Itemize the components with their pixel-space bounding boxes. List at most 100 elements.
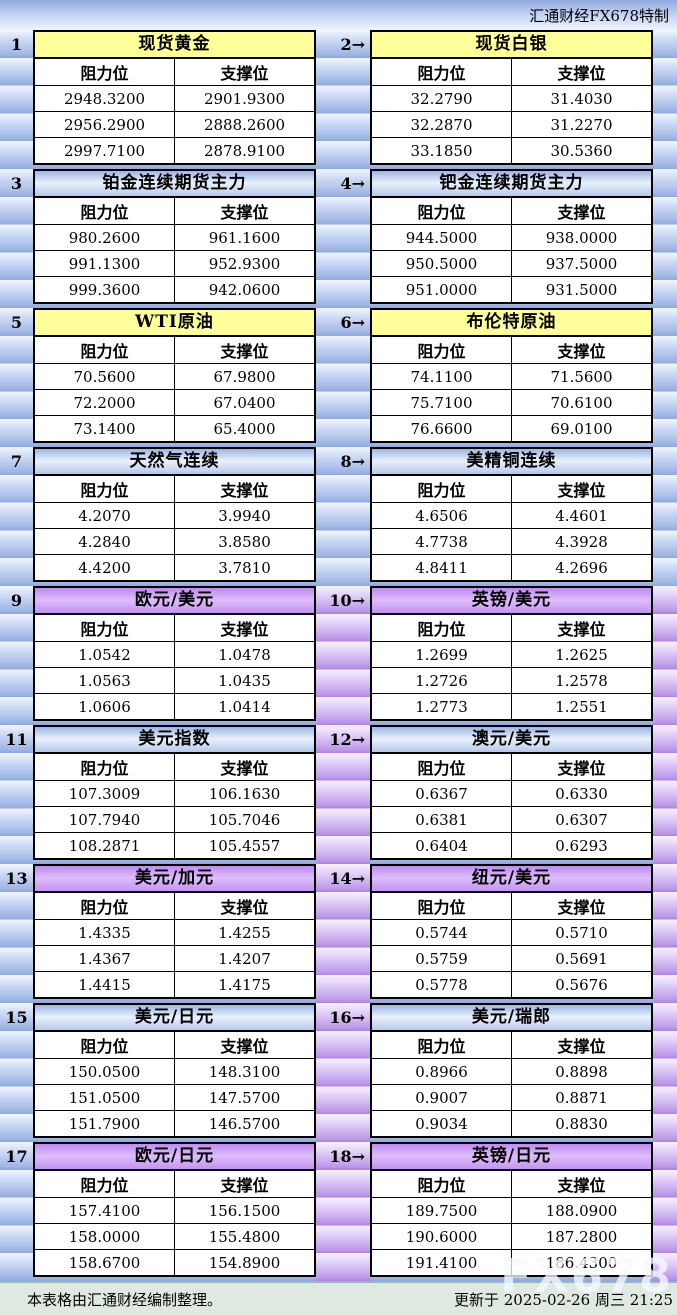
resistance-value: 189.7500 [372, 1197, 511, 1223]
table-row: 151.0500 147.5700 [35, 1084, 314, 1110]
table-title: 钯金连续期货主力 [372, 171, 651, 198]
resistance-value: 157.4100 [35, 1197, 174, 1223]
resistance-value: 191.4100 [372, 1249, 511, 1275]
column-header-row: 阻力位 支撑位 [372, 1032, 651, 1058]
support-value: 931.5000 [511, 276, 651, 302]
table-row: 4.4200 3.7810 [35, 554, 314, 580]
table-row: 157.4100 156.1500 [35, 1197, 314, 1223]
resistance-column-header: 阻力位 [80, 203, 129, 222]
table-row: 189.7500 188.0900 [372, 1197, 651, 1223]
support-value: 106.1630 [174, 780, 314, 806]
resistance-column-header: 阻力位 [417, 481, 466, 500]
resistance-value: 32.2790 [372, 85, 511, 111]
table-row: 1.4367 1.4207 [35, 945, 314, 971]
support-value: 0.5676 [511, 971, 651, 997]
table-row: 72.2000 67.0400 [35, 389, 314, 415]
support-value: 67.0400 [174, 389, 314, 415]
resistance-value: 0.6404 [372, 832, 511, 858]
table-row: 944.5000 938.0000 [372, 224, 651, 250]
support-value: 69.0100 [511, 415, 651, 441]
support-column-header: 支撑位 [511, 893, 651, 919]
resistance-value: 0.5778 [372, 971, 511, 997]
column-header-row: 阻力位 支撑位 [372, 198, 651, 224]
table-row: 73.1400 65.4000 [35, 415, 314, 441]
table-title: 美元/加元 [35, 866, 314, 893]
price-table: 铂金连续期货主力 阻力位 支撑位 980.2600 961.1600 991.1300 95… [33, 169, 316, 304]
resistance-column-header: 阻力位 [80, 898, 129, 917]
price-table: 英镑/美元 阻力位 支撑位 1.2699 1.2625 1.2726 1.2578 1.277… [370, 586, 653, 721]
table-index-label: 14→ [316, 864, 370, 1003]
support-column-header: 支撑位 [174, 59, 314, 85]
support-value: 187.2800 [511, 1223, 651, 1249]
support-value: 148.3100 [174, 1058, 314, 1084]
price-table: 美元指数 阻力位 支撑位 107.3009 106.1630 107.7940 105.70… [33, 725, 316, 860]
support-column-header: 支撑位 [174, 754, 314, 780]
support-value: 154.8900 [174, 1249, 314, 1275]
table-title: 欧元/美元 [35, 588, 314, 615]
table-row: 74.1100 71.5600 [372, 363, 651, 389]
right-margin [653, 308, 677, 447]
table-pair-row: 1 现货黄金 阻力位 支撑位 2948.3200 2901.9300 2956.2900 28… [0, 30, 677, 169]
support-value: 4.3928 [511, 528, 651, 554]
resistance-value: 1.4367 [35, 945, 174, 971]
column-header-row: 阻力位 支撑位 [372, 893, 651, 919]
table-row: 158.6700 154.8900 [35, 1249, 314, 1275]
table-row: 0.6367 0.6330 [372, 780, 651, 806]
price-table: 美元/日元 阻力位 支撑位 150.0500 148.3100 151.0500 147.5… [33, 1003, 316, 1138]
support-value: 4.2696 [511, 554, 651, 580]
table-pair-row: 5 WTI原油 阻力位 支撑位 70.5600 67.9800 72.2000 67.0400… [0, 308, 677, 447]
resistance-value: 32.2870 [372, 111, 511, 137]
price-table: 美元/加元 阻力位 支撑位 1.4335 1.4255 1.4367 1.4207 1.441… [33, 864, 316, 999]
price-table: 纽元/美元 阻力位 支撑位 0.5744 0.5710 0.5759 0.5691 0.577… [370, 864, 653, 999]
resistance-value: 108.2871 [35, 832, 174, 858]
resistance-value: 151.7900 [35, 1110, 174, 1136]
table-row: 0.6404 0.6293 [372, 832, 651, 858]
table-row: 0.5778 0.5676 [372, 971, 651, 997]
table-row: 2956.2900 2888.2600 [35, 111, 314, 137]
support-value: 3.8580 [174, 528, 314, 554]
resistance-value: 0.5759 [372, 945, 511, 971]
resistance-value: 944.5000 [372, 224, 511, 250]
table-row: 951.0000 931.5000 [372, 276, 651, 302]
table-row: 0.6381 0.6307 [372, 806, 651, 832]
table-index-label: 9 [10, 591, 23, 610]
support-value: 0.6307 [511, 806, 651, 832]
table-index-label: 15 [5, 1008, 28, 1027]
resistance-value: 107.7940 [35, 806, 174, 832]
resistance-value: 1.4415 [35, 971, 174, 997]
table-row: 1.0542 1.0478 [35, 641, 314, 667]
table-row: 0.9034 0.8830 [372, 1110, 651, 1136]
resistance-column-header: 阻力位 [417, 759, 466, 778]
table-row: 70.5600 67.9800 [35, 363, 314, 389]
support-value: 31.2270 [511, 111, 651, 137]
resistance-value: 76.6600 [372, 415, 511, 441]
table-row: 1.2726 1.2578 [372, 667, 651, 693]
table-title: 铂金连续期货主力 [35, 171, 314, 198]
column-header-row: 阻力位 支撑位 [35, 893, 314, 919]
table-index-label: 7 [10, 452, 23, 471]
resistance-value: 1.4335 [35, 919, 174, 945]
support-value: 3.9940 [174, 502, 314, 528]
resistance-column-header: 阻力位 [80, 481, 129, 500]
table-row: 33.1850 30.5360 [372, 137, 651, 163]
support-value: 70.6100 [511, 389, 651, 415]
support-column-header: 支撑位 [174, 1171, 314, 1197]
resistance-value: 4.7738 [372, 528, 511, 554]
resistance-value: 0.6367 [372, 780, 511, 806]
table-row: 108.2871 105.4557 [35, 832, 314, 858]
support-value: 2901.9300 [174, 85, 314, 111]
resistance-value: 1.2726 [372, 667, 511, 693]
support-value: 31.4030 [511, 85, 651, 111]
column-header-row: 阻力位 支撑位 [35, 476, 314, 502]
table-index-label: 11 [5, 730, 28, 749]
support-value: 2878.9100 [174, 137, 314, 163]
support-value: 105.4557 [174, 832, 314, 858]
table-title: 英镑/日元 [372, 1144, 651, 1171]
table-pair-row: 9 欧元/美元 阻力位 支撑位 1.0542 1.0478 1.0563 1.0435 1.06… [0, 586, 677, 725]
resistance-value: 1.0563 [35, 667, 174, 693]
table-row: 1.4335 1.4255 [35, 919, 314, 945]
support-value: 0.5710 [511, 919, 651, 945]
support-value: 186.4300 [511, 1249, 651, 1275]
support-value: 1.2625 [511, 641, 651, 667]
table-index-label: 10→ [316, 586, 370, 725]
